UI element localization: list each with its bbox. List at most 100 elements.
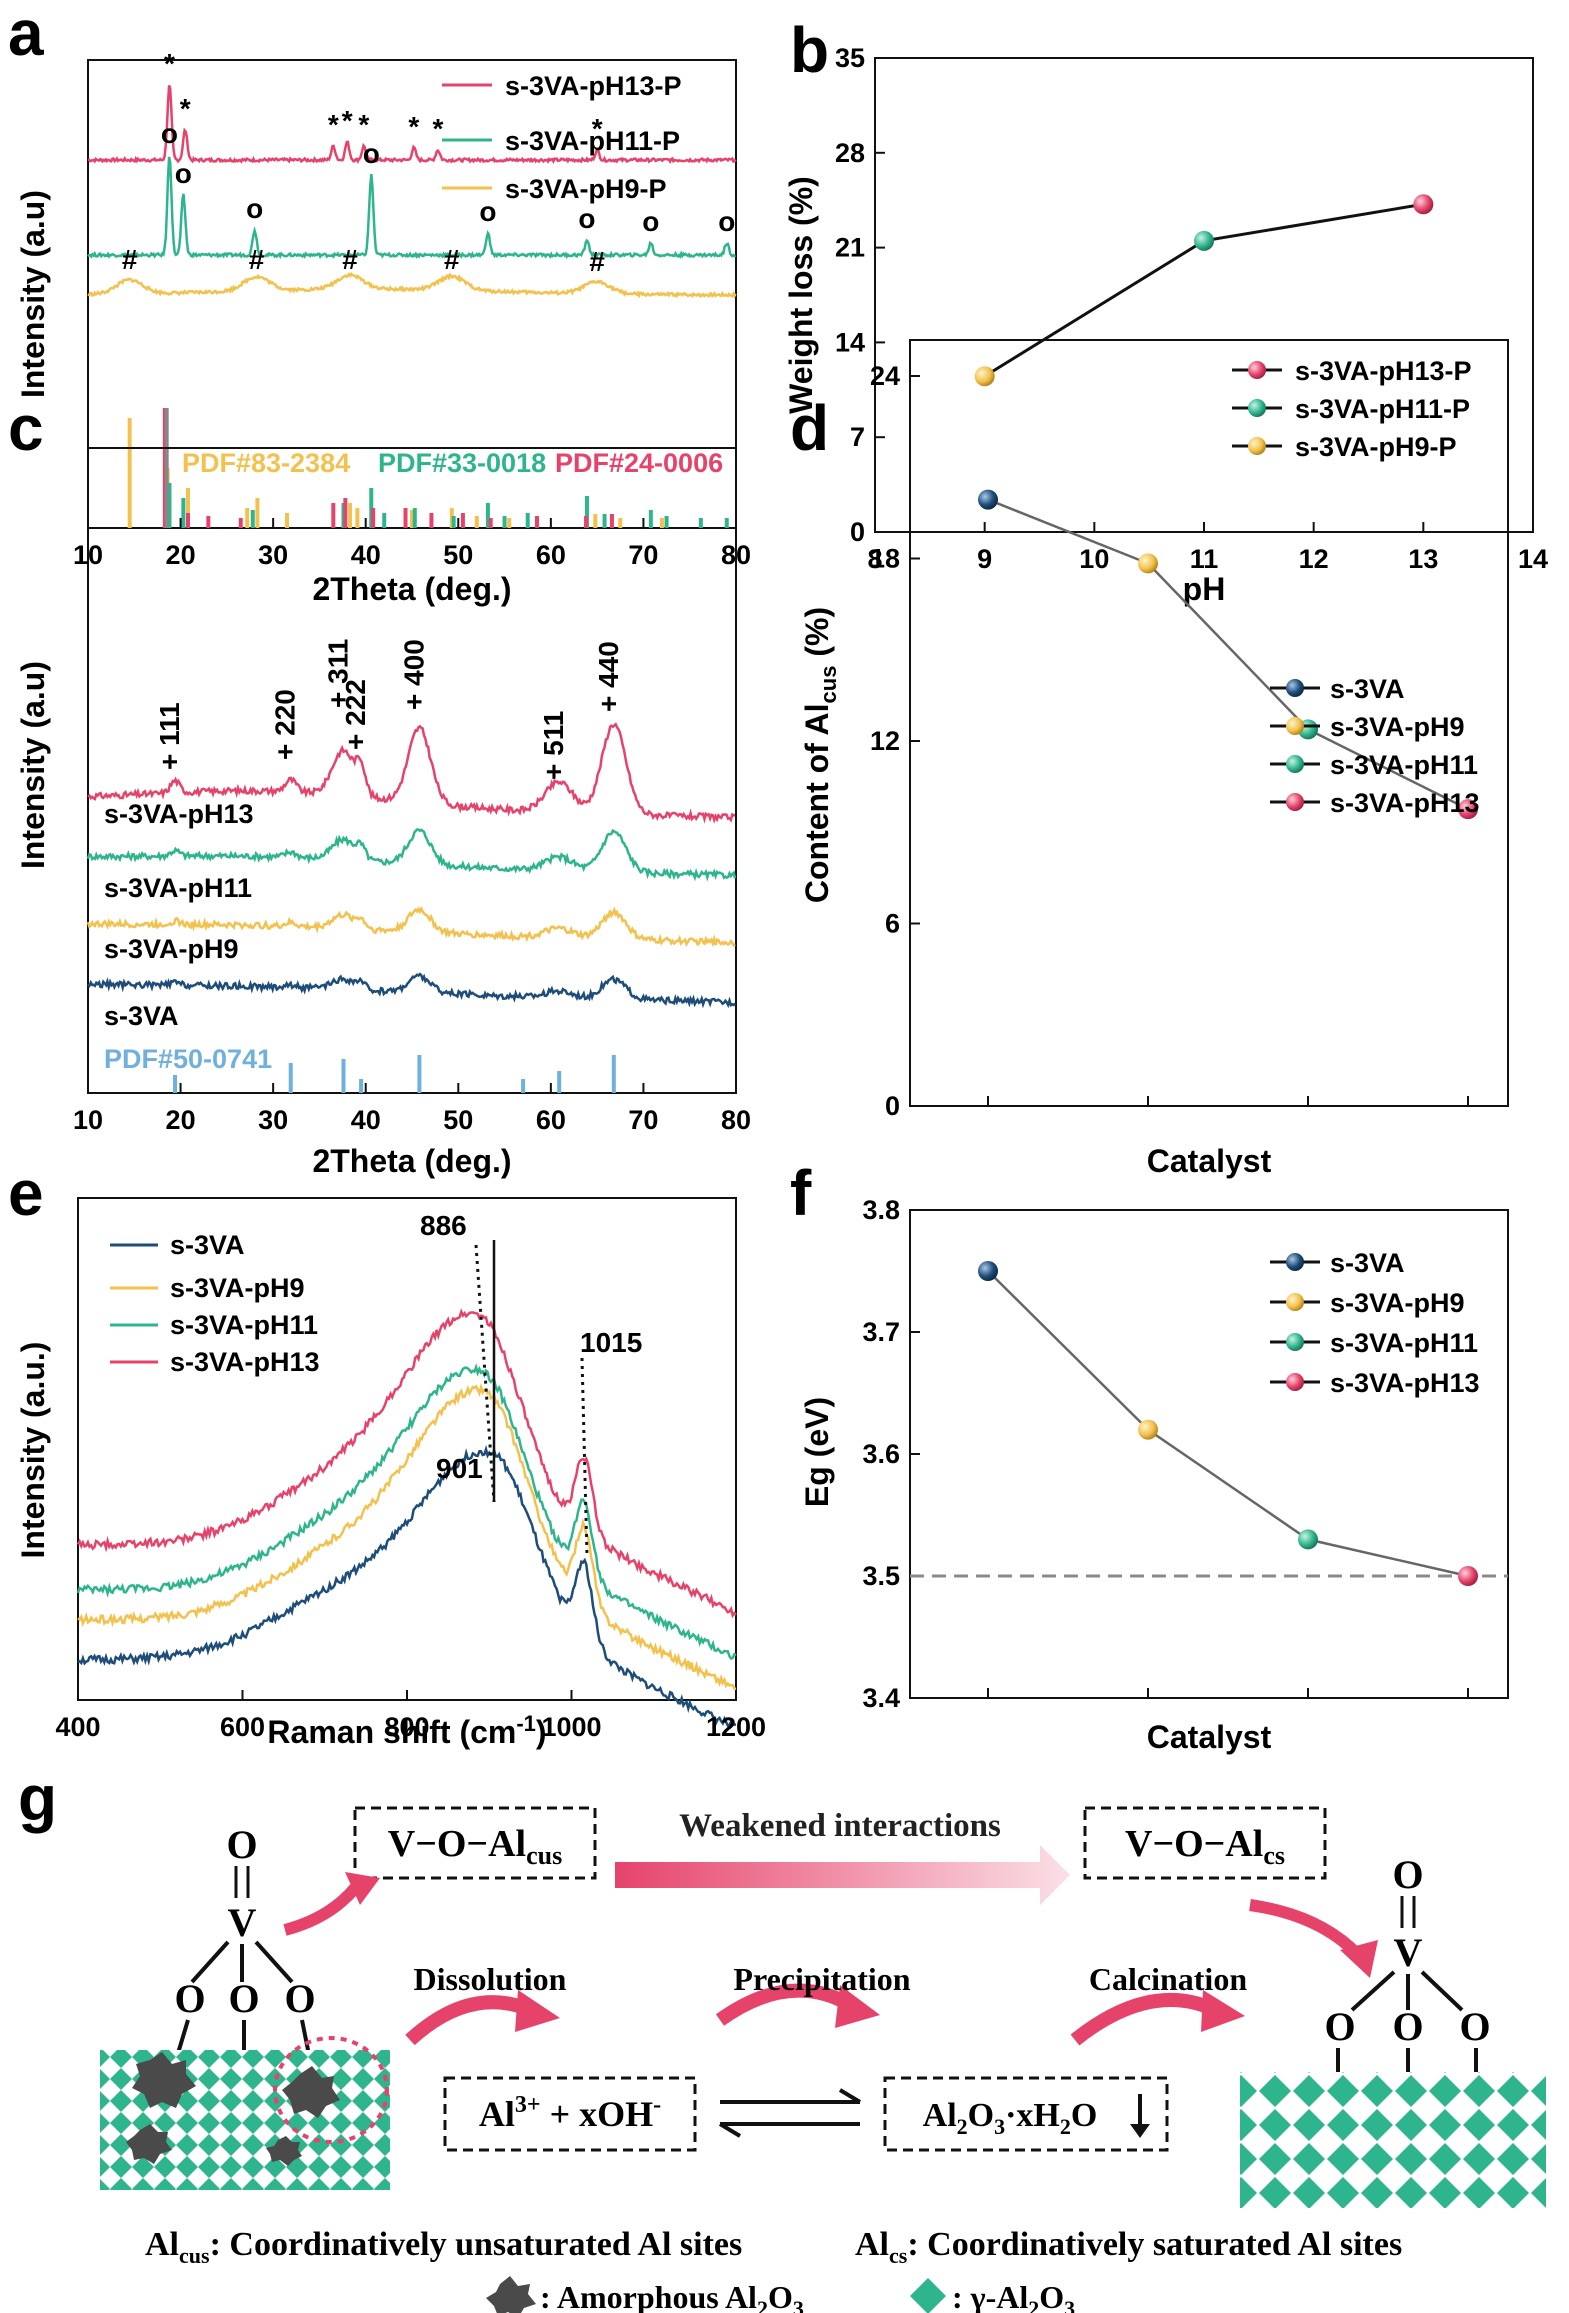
panel-e-line-1015 [580, 1357, 589, 1557]
panel-a-xtick-label: 60 [536, 540, 566, 570]
panel-a-xtick-label: 50 [443, 540, 473, 570]
panel-a-ylabel: Intensity (a.u) [15, 190, 51, 398]
precipitate-down-arrow [1130, 2094, 1150, 2138]
panel-c-peak-label: + 311 [322, 639, 353, 708]
panel-c-ref-label: PDF#50-0741 [104, 1044, 272, 1074]
box-v-o-alcs-text: V−O−Alcs [1125, 1823, 1285, 1870]
arrow-left-up [283, 1884, 360, 1936]
panel-label-d: d [790, 392, 829, 464]
panel-a-legend-1: s-3VA-pH13-P [505, 71, 682, 101]
panel-d-ytick-label: 0 [885, 1091, 900, 1121]
panel-e-raman: 400 600 800 1000 1200 s-3VA s-3VA-pH9 s-3VA-… [15, 1197, 766, 1750]
panel-b-ytick-label: 28 [835, 138, 865, 168]
svg-text:O: O [1324, 2004, 1355, 2049]
panel-d-legend-1: s-3VA [1330, 674, 1405, 704]
box-al3plus [443, 2076, 697, 2152]
panel-f-ytick-label: 3.5 [862, 1561, 900, 1591]
panel-label-f: f [790, 1157, 812, 1229]
svg-text:O: O [228, 1976, 259, 2021]
panel-e-legend-3: s-3VA-pH11 [170, 1310, 318, 1340]
panel-b-ytick-label: 21 [835, 233, 865, 263]
panel-a-curve-s-3VA-pH9-P [87, 272, 737, 299]
panel-d-ytick-label: 6 [885, 909, 900, 939]
panel-a-legend-2: s-3VA-pH11-P [505, 126, 680, 156]
panel-a-peak-marker: o [161, 118, 178, 149]
panel-f-point [1298, 1529, 1318, 1550]
panel-a-xtick-label: 40 [351, 540, 381, 570]
panel-e-legend-4: s-3VA-pH13 [170, 1347, 320, 1377]
panel-e-ann-1015: 1015 [580, 1327, 642, 1358]
panel-a-peak-marker: o [246, 193, 263, 224]
panel-b-line [983, 202, 1424, 378]
panel-d-legend: s-3VA s-3VA-pH9 s-3VA-pH11 s-3VA-pH13 [1270, 674, 1480, 818]
panel-c-peak-label: + 222 [340, 679, 371, 750]
right-support-lattice [1240, 2072, 1546, 2208]
panel-b-xtick-label: 9 [977, 544, 992, 574]
legend-amorphous: : Amorphous Al2O3 [540, 2279, 804, 2313]
panel-b-xtick-label: 13 [1408, 544, 1438, 574]
box-v-o-alcus [353, 1806, 597, 1880]
panel-b-xtick-label: 8 [867, 544, 882, 574]
panel-a-legend: s-3VA-pH13-P s-3VA-pH11-P s-3VA-pH9-P [442, 71, 682, 204]
panel-f-ytick-label: 3.4 [862, 1683, 900, 1713]
box-al2o3-xh2o [883, 2076, 1169, 2152]
panel-e-curve-s-3VA-pH11 [76, 1363, 737, 1661]
panel-a-peak-marker: * [592, 113, 603, 144]
note-alcus: Alcus: Coordinatively unsaturated Al sit… [145, 2226, 742, 2268]
panel-d-xlabel: Catalyst [1147, 1143, 1272, 1179]
panel-a-peak-marker: # [444, 244, 460, 275]
panel-c-peak-label: + 440 [593, 641, 624, 712]
panel-c-peak-label: + 511 [538, 711, 569, 780]
panel-a-peak-marker: * [358, 109, 369, 140]
weakened-label: Weakened interactions [679, 1808, 1001, 1844]
panel-a-ref-label-3: PDF#24-0006 [555, 448, 723, 478]
panel-f-line [987, 1270, 1469, 1578]
precipitation-label: Precipitation [733, 1961, 910, 1997]
panel-d-point [1458, 799, 1478, 820]
box-v-o-alcs [1083, 1806, 1327, 1880]
panel-a-peak-marker: * [342, 105, 353, 136]
panel-f-legend-4: s-3VA-pH13 [1330, 1368, 1480, 1398]
panel-d-line [987, 498, 1469, 811]
panel-d-legend-4: s-3VA-pH13 [1330, 788, 1480, 818]
panel-b-xlabel: pH [1183, 571, 1226, 607]
panel-f-point [1458, 1566, 1478, 1586]
panel-a-ref-label-2: PDF#33-0018 [378, 448, 546, 478]
panel-c-xtick-label: 70 [628, 1105, 658, 1135]
panel-b-ytick-label: 0 [850, 517, 865, 547]
box-al3plus-text: Al3+ + xOH- [479, 2092, 661, 2134]
panel-c-series-label-2: s-3VA-pH11 [104, 873, 252, 903]
panel-e-legend-2: s-3VA-pH9 [170, 1273, 305, 1303]
panel-f-ytick-label: 3.8 [862, 1195, 900, 1225]
weakened-arrow [615, 1845, 1070, 1905]
right-v-atom: V [1394, 1930, 1423, 1975]
panel-a-peak-marker: # [589, 246, 605, 277]
panel-c-series-label-4: s-3VA [104, 1001, 179, 1031]
box-v-o-alcus-text: V−O−Alcus [388, 1823, 562, 1870]
panel-f-point [1138, 1419, 1158, 1440]
arrow-dissolution [405, 1995, 533, 2046]
panel-a-peak-marker: * [164, 48, 175, 79]
panel-a-peak-marker: # [342, 244, 358, 275]
panel-a-peak-marker: o [642, 206, 659, 237]
panel-c-xtick-label: 80 [721, 1105, 751, 1135]
panel-b-ytick-label: 7 [850, 422, 865, 452]
panel-c-xtick-label: 10 [73, 1105, 103, 1135]
panel-e-xtick-label: 1000 [541, 1712, 601, 1742]
panel-e-ann-886: 886 [420, 1210, 467, 1241]
panel-a-xlabel: 2Theta (deg.) [312, 571, 511, 607]
panel-f-legend-3: s-3VA-pH11 [1330, 1328, 1478, 1358]
calcination-label: Calcination [1089, 1961, 1247, 1997]
panel-b-legend-2: s-3VA-pH11-P [1295, 394, 1470, 424]
panel-a-peak-marker: * [432, 113, 443, 144]
arrow-right-down [1249, 1899, 1363, 1960]
panel-d-ytick-label: 24 [870, 361, 900, 391]
panel-b-legend-1: s-3VA-pH13-P [1295, 356, 1472, 386]
legend-gamma: : γ-Al2O3 [952, 2279, 1075, 2313]
panel-e-curve-s-3VA-pH9 [77, 1382, 737, 1691]
panel-e-xtick-label: 400 [55, 1712, 100, 1742]
panel-e-curve-s-3VA-pH13 [76, 1308, 737, 1619]
panel-c-peak-label: + 220 [270, 689, 301, 760]
